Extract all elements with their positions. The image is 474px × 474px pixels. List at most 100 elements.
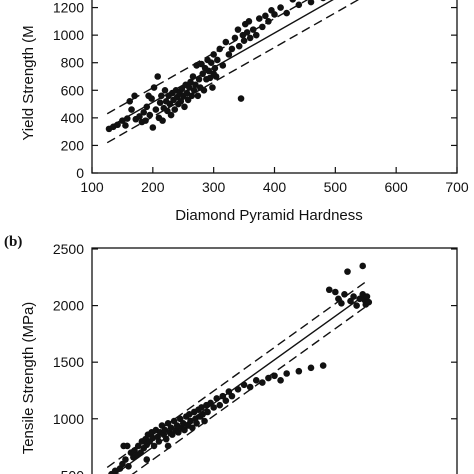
panel-a-data-point	[188, 92, 196, 100]
panel-a-data-point	[149, 124, 157, 131]
panel-a-data-point	[231, 34, 239, 42]
panel-b-y-tick-label: 1500	[53, 354, 84, 370]
panel-a-x-tick-label: 500	[324, 179, 348, 195]
panel-a-data-point	[126, 98, 134, 105]
panel-a-y-axis-title: Yield Strength (M	[20, 25, 37, 140]
panel-a-data-point	[128, 106, 135, 113]
panel-b-plot-frame	[91, 247, 458, 474]
panel-b-data-point	[162, 435, 170, 443]
panel-a-data-point	[167, 111, 175, 119]
panel-b-data-point	[234, 386, 242, 393]
panel-b-data-point	[259, 379, 266, 386]
panel-b-data-point	[181, 426, 188, 434]
panel-b-data-point	[228, 392, 236, 400]
panel-b-data-point	[143, 456, 151, 463]
panel-b-data-point	[365, 298, 373, 306]
panel-a-data-point	[181, 103, 188, 111]
panel-a-data-point	[161, 86, 169, 94]
panel-b-data-point	[344, 268, 351, 275]
panel-a-data-point	[156, 99, 164, 106]
panel-a-data-point	[186, 84, 193, 91]
panel-a-x-tick-label: 600	[384, 179, 408, 195]
panel-a-data-point	[225, 51, 233, 58]
panel-a-y-tick-label: 0	[76, 165, 84, 181]
panel-b-data-point	[307, 364, 315, 372]
panel-a-plot-frame	[91, 0, 458, 174]
panel-b-label: (b)	[4, 234, 22, 250]
panel-b-data-point	[189, 424, 196, 432]
panel-a-data-point	[195, 75, 203, 83]
panel-b-data-point	[193, 420, 200, 427]
panel-a-data-point	[234, 26, 242, 33]
panel-a-data-point	[320, 0, 326, 2]
panel-a-data-point	[143, 103, 151, 111]
panel-b-y-axis-title: Tensile Strength (MPa)	[20, 302, 37, 455]
panel-a-data-point	[216, 45, 224, 53]
panel-b-data-point	[265, 374, 272, 382]
panel-b-data-point	[246, 383, 254, 391]
panel-a-y-tick-label: 400	[61, 110, 85, 126]
panel-a-x-tick-label: 400	[263, 179, 287, 195]
panel-b-lower-bound-line	[131, 306, 367, 474]
panel-a-data-point	[228, 45, 236, 53]
panel-b-data-point	[341, 290, 348, 298]
panel-a-data-point	[210, 51, 217, 58]
panel-a-data-point	[199, 70, 207, 78]
panel-a-ticks: 0 200 400 600 800 1000 1200 100 200 300 400 500 600 7…	[53, 0, 469, 195]
panel-a-y-tick-label: 200	[61, 137, 85, 153]
panel-a-data-point	[255, 15, 263, 22]
panel-a-data-point	[123, 115, 131, 122]
panel-a-data-point	[277, 4, 284, 11]
panel-a-data-point	[271, 11, 278, 18]
panel-a-data-point	[252, 31, 260, 39]
panel-a-x-tick-label: 100	[80, 179, 104, 195]
panel-b-data-point	[134, 442, 142, 450]
panel-b-data-point	[252, 376, 260, 384]
panel-b-y-tick-label: 2000	[53, 298, 84, 314]
panel-a-data-point	[187, 78, 194, 86]
panel-a-data-point	[114, 121, 121, 129]
panel-b-data-point	[295, 367, 303, 375]
panel-a-yield-strength-chart: 0 200 400 600 800 1000 1200 100 200 300 400 500 600 7…	[20, 0, 469, 224]
panel-a-data-point	[207, 59, 215, 67]
panel-a-data-point	[142, 117, 149, 124]
panel-b-data-point	[359, 262, 367, 270]
panel-b-data-point	[201, 417, 208, 425]
panel-b-data-point	[164, 442, 172, 450]
panel-a-data-point	[222, 38, 230, 46]
panel-a-data-point	[245, 18, 253, 25]
panel-b-data-point	[125, 463, 132, 470]
panel-b-data-point	[271, 372, 278, 380]
panel-b-ticks: 500 1000 1500 2000 2500	[53, 241, 457, 474]
panel-b-y-tick-label: 2500	[53, 241, 84, 257]
panel-b-data-point	[325, 286, 333, 294]
panel-b-data-point	[123, 442, 131, 450]
panel-a-data-point	[259, 23, 266, 31]
panel-b-data-point	[240, 381, 248, 389]
panel-a-data-point	[177, 98, 185, 105]
panel-a-data-point	[243, 29, 251, 36]
panel-a-data-point	[194, 92, 202, 100]
panel-a-data-point	[189, 73, 197, 80]
panel-a-data-point	[235, 42, 243, 50]
panel-a-data-point	[192, 81, 199, 89]
panel-a-data-point	[171, 106, 179, 113]
panel-a-data-point	[190, 86, 198, 94]
panel-a-data-point	[158, 92, 165, 100]
panel-b-data-point	[277, 376, 284, 384]
panel-b-data-point	[283, 370, 290, 377]
panel-b-data-point	[204, 408, 211, 416]
panel-a-data-point	[283, 9, 290, 17]
panel-b-data-point	[216, 401, 224, 409]
panel-a-data-point	[148, 95, 155, 102]
panel-a-data-point	[146, 111, 154, 119]
panel-a-y-tick-label: 1000	[53, 27, 84, 43]
panel-b-upper-bound-line	[106, 281, 367, 469]
panel-b-data-point	[363, 293, 371, 300]
panel-a-data-point	[131, 92, 138, 100]
panel-b-data-points	[108, 262, 373, 474]
panel-a-data-point	[140, 109, 148, 116]
panel-b-data-point	[338, 300, 345, 307]
panel-b-tensile-strength-chart: (b) 500 1000 1500 2000 2500 Tensile Strength…	[4, 234, 458, 474]
